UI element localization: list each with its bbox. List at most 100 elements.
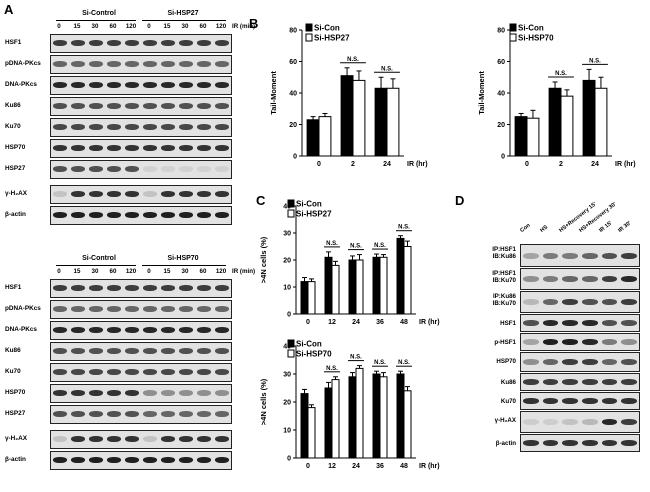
blot-strip [50, 206, 232, 225]
blot-band [621, 419, 637, 425]
blot-band [161, 40, 175, 46]
protein-row-label: DNA-PKcs [5, 81, 37, 88]
blot-band [107, 390, 121, 396]
bar [396, 373, 405, 459]
bar [331, 379, 340, 459]
x-tick-label: 0 [317, 161, 321, 168]
blot-band [143, 306, 157, 312]
blot-band [582, 252, 598, 259]
blot-band [107, 306, 121, 312]
panel-b-right-chart: 0 20 40 60 80 Tail-Moment 0 2 N.S. 24 N.S. IR (hr) S… [477, 23, 636, 168]
blot-band [215, 40, 229, 46]
blot-band [161, 124, 175, 130]
blot-band [161, 369, 175, 375]
bar [594, 87, 608, 157]
protein-row-label: γ-H₂AX [468, 417, 516, 424]
blot-band [215, 61, 229, 67]
legend-label: Si-Con [296, 340, 322, 349]
protein-row-label: Ku86 [5, 102, 21, 109]
blot-band [143, 327, 157, 333]
protein-row-label: DNA-PKcs [5, 326, 37, 333]
blot-strip [50, 76, 232, 95]
blot-band [89, 40, 103, 46]
x-tick-label: 12 [328, 463, 336, 470]
group-label: Si-Control [82, 10, 116, 17]
blot-band [179, 411, 193, 417]
blot-band [215, 212, 229, 218]
blot-band [601, 419, 618, 425]
blot-band [161, 191, 175, 197]
y-tick-label: 20 [283, 400, 291, 407]
blot-band [125, 61, 139, 67]
blot-band [197, 40, 211, 46]
legend-swatch [287, 339, 295, 348]
blot-band [197, 369, 211, 375]
y-tick-label: 40 [283, 344, 291, 351]
blot-strip [50, 321, 232, 340]
blot-band [582, 320, 598, 326]
blot-band [179, 103, 193, 109]
row-label-line: HSP70 [496, 358, 516, 365]
timepoint-label: 0 [147, 268, 151, 275]
ir-unit-label: IR (min) [232, 268, 256, 275]
blot-band [125, 103, 139, 109]
blot-band [179, 82, 193, 88]
blot-band [53, 348, 67, 354]
blot-band [197, 457, 211, 463]
bar [374, 87, 388, 157]
y-tick-label: 20 [283, 258, 291, 265]
bar [372, 256, 381, 315]
row-label-line: IB:Ku86 [492, 253, 516, 260]
blot-band [53, 390, 67, 396]
blot-band [107, 61, 121, 67]
blot-band [71, 369, 85, 375]
blot-band [179, 191, 193, 197]
blot-band [143, 40, 157, 46]
x-tick-label: 36 [376, 319, 384, 326]
blot-band [562, 339, 578, 345]
blot-band [601, 379, 618, 385]
blot-band [143, 285, 157, 291]
lane-label: IR 15' [597, 220, 614, 234]
group-bracket [56, 265, 136, 266]
bar [355, 259, 364, 315]
legend-swatch [287, 349, 295, 358]
blot-band [621, 359, 637, 365]
legend-label: Si-HSP27 [296, 210, 332, 219]
blot-band [197, 124, 211, 130]
lane-label: Con [519, 222, 532, 234]
timepoint-label: 15 [73, 23, 81, 30]
blot-band [179, 212, 193, 218]
blot-band [542, 359, 559, 365]
bar [514, 116, 528, 157]
blot-band [53, 285, 67, 291]
blot-band [143, 191, 157, 197]
blot-band [143, 124, 157, 130]
bar [386, 87, 400, 157]
bar [324, 256, 333, 315]
y-axis-label: >4N cells (%) [259, 236, 268, 283]
blot-band [125, 457, 139, 463]
blot-band [53, 40, 67, 46]
row-label-line: IB:Ku70 [492, 277, 516, 284]
blot-band [125, 369, 139, 375]
bar [396, 237, 405, 315]
y-tick-label: 30 [283, 372, 291, 379]
blot-band [179, 390, 193, 396]
blot-band [179, 40, 193, 46]
blot-band [562, 398, 578, 404]
timepoint-label: 120 [215, 268, 227, 275]
blot-band [601, 339, 618, 345]
blot-band [601, 299, 618, 305]
bar [307, 407, 316, 459]
protein-row-label: HSP70 [468, 358, 516, 365]
legend-label: Si-HSP70 [518, 34, 554, 43]
bar [307, 281, 316, 315]
blot-band [53, 145, 67, 151]
blot-band [71, 411, 85, 417]
legend-swatch [305, 33, 313, 42]
blot-band [161, 327, 175, 333]
blot-strip [50, 55, 232, 74]
blot-band [125, 436, 139, 442]
x-tick-label: 24 [352, 319, 360, 326]
